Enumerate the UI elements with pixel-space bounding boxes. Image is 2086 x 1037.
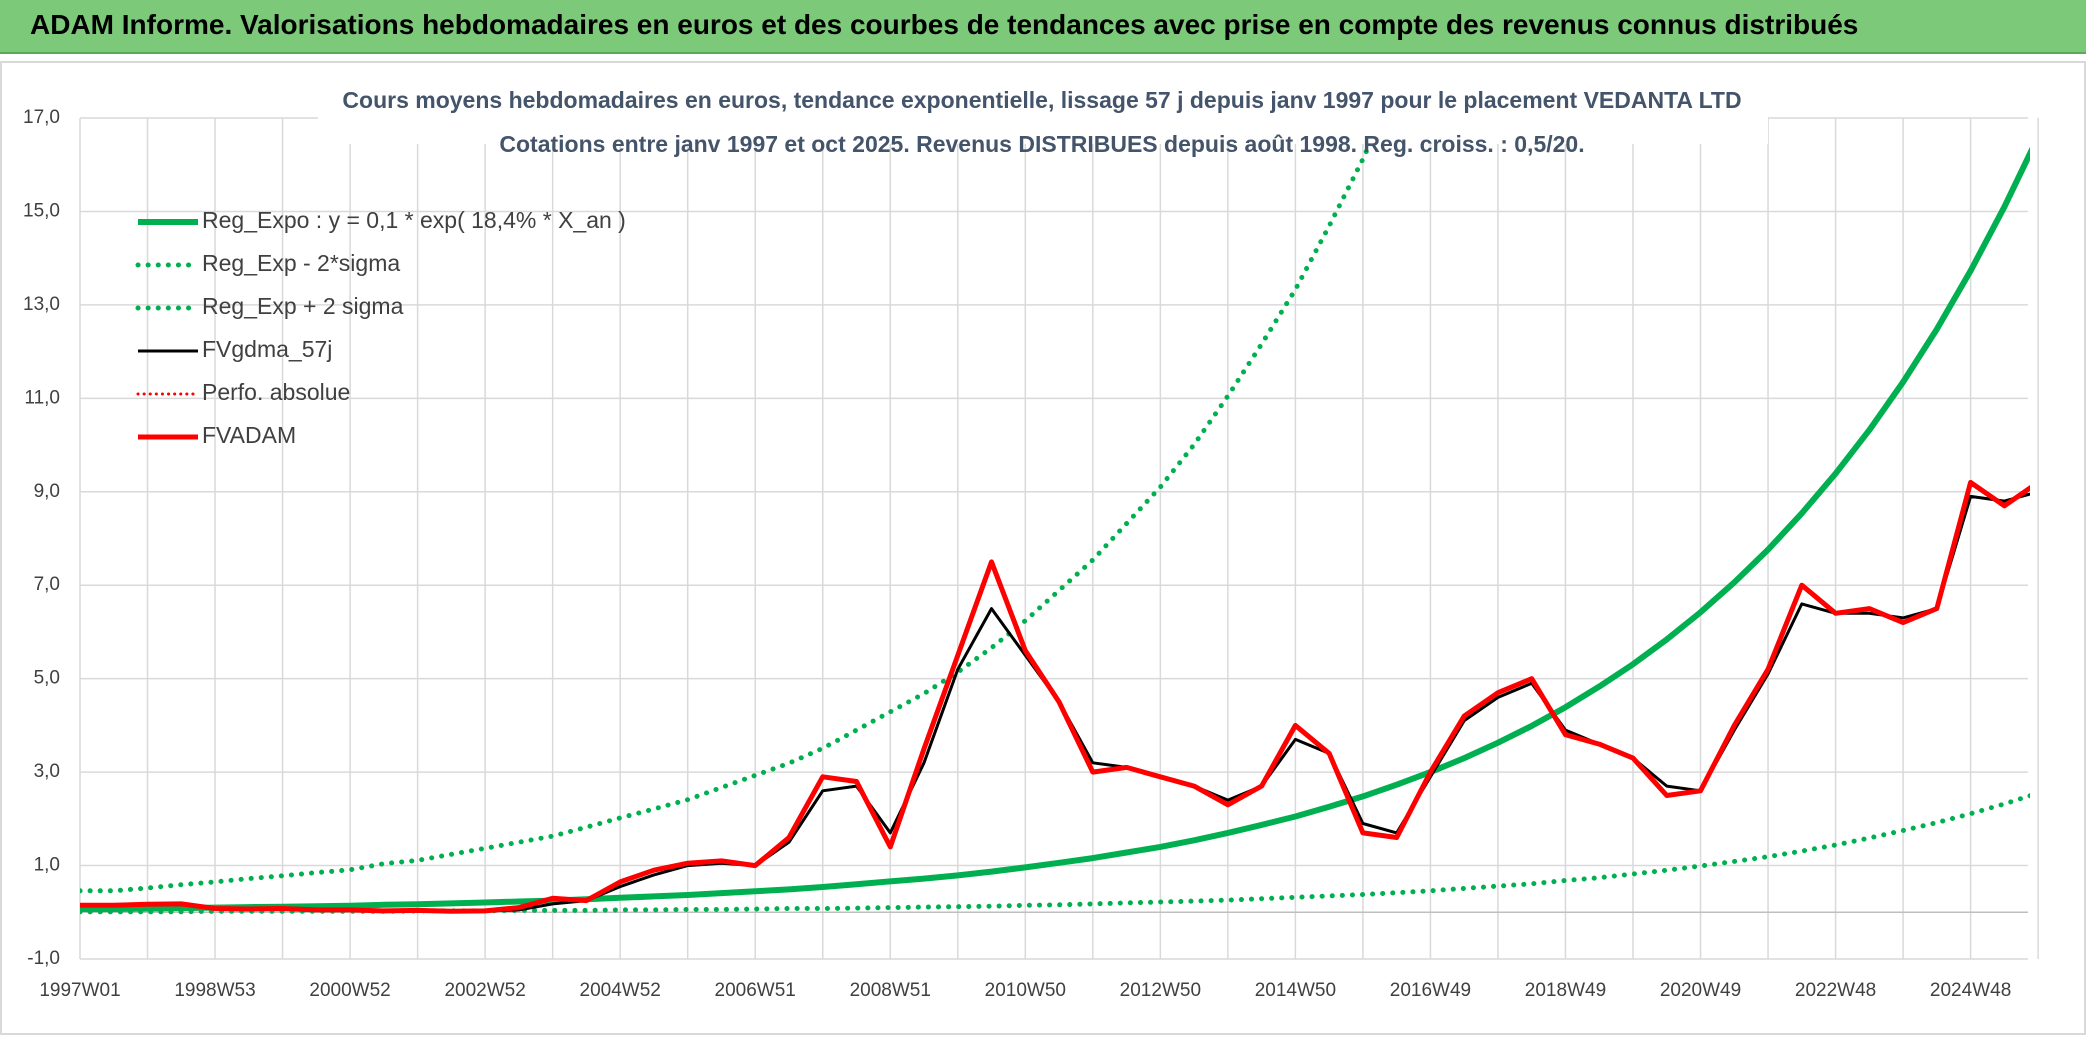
x-tick-label: 2016W49 [1390,980,1471,1001]
legend-label: Reg_Exp + 2 sigma [202,293,404,319]
header-bar: ADAM Informe. Valorisations hebdomadaire… [0,0,2086,54]
series-line [80,479,2030,914]
x-tick-label: 2024W48 [1930,980,2011,1001]
legend-label: Reg_Expo : y = 0,1 * exp( 18,4% * X_an ) [202,207,626,233]
x-tick-label: 2014W50 [1255,980,1336,1001]
y-tick-label: 17,0 [23,107,60,128]
title-backdrop [318,84,1768,144]
x-tick-label: 2010W50 [985,980,1066,1001]
grid [79,117,2039,960]
x-tick-label: 2022W48 [1795,980,1876,1001]
x-tick-label: 2006W51 [715,980,796,1001]
x-tick-label: 2020W49 [1660,980,1741,1001]
x-tick-label: 1997W01 [39,980,120,1001]
y-tick-label: 9,0 [34,481,60,502]
legend: Reg_Expo : y = 0,1 * exp( 18,4% * X_an )… [135,207,626,448]
chart-title: Cours moyens hebdomadaires en euros, ten… [342,87,1741,113]
legend-label: Perfo. absolue [202,379,350,405]
plot-lines [80,116,2030,915]
y-tick-label: 11,0 [24,387,60,408]
x-tick-label: 2012W50 [1120,980,1201,1001]
x-tick-label: 2018W49 [1525,980,1606,1001]
x-tick-label: 2008W51 [850,980,931,1001]
chart: Cours moyens hebdomadaires en euros, ten… [0,61,2086,1035]
x-tick-label: 2002W52 [444,980,525,1001]
legend-label: FVgdma_57j [202,336,332,362]
chart-subtitle: Cotations entre janv 1997 et oct 2025. R… [499,131,1584,157]
x-tick-label: 2004W52 [580,980,661,1001]
x-tick-label: 1998W53 [174,980,255,1001]
legend-label: FVADAM [202,422,296,448]
chart-frame [0,61,2086,1035]
series-line [80,146,2030,912]
y-tick-label: 15,0 [23,200,60,221]
y-tick-label: 7,0 [34,574,60,595]
axes: -1,0 1,0 3,0 5,0 7,0 9,0 11,0 13,0 15,0 17,0 1997W… [23,107,2011,1001]
y-tick-label: 13,0 [23,294,60,315]
legend-label: Reg_Exp - 2*sigma [202,250,400,276]
y-tick-label: -1,0 [27,948,60,969]
header-title: ADAM Informe. Valorisations hebdomadaire… [30,9,1859,40]
series-line [80,793,2030,915]
y-tick-label: 3,0 [34,761,60,782]
x-tick-label: 2000W52 [309,980,390,1001]
y-tick-label: 5,0 [34,668,60,689]
y-tick-label: 1,0 [34,855,60,876]
